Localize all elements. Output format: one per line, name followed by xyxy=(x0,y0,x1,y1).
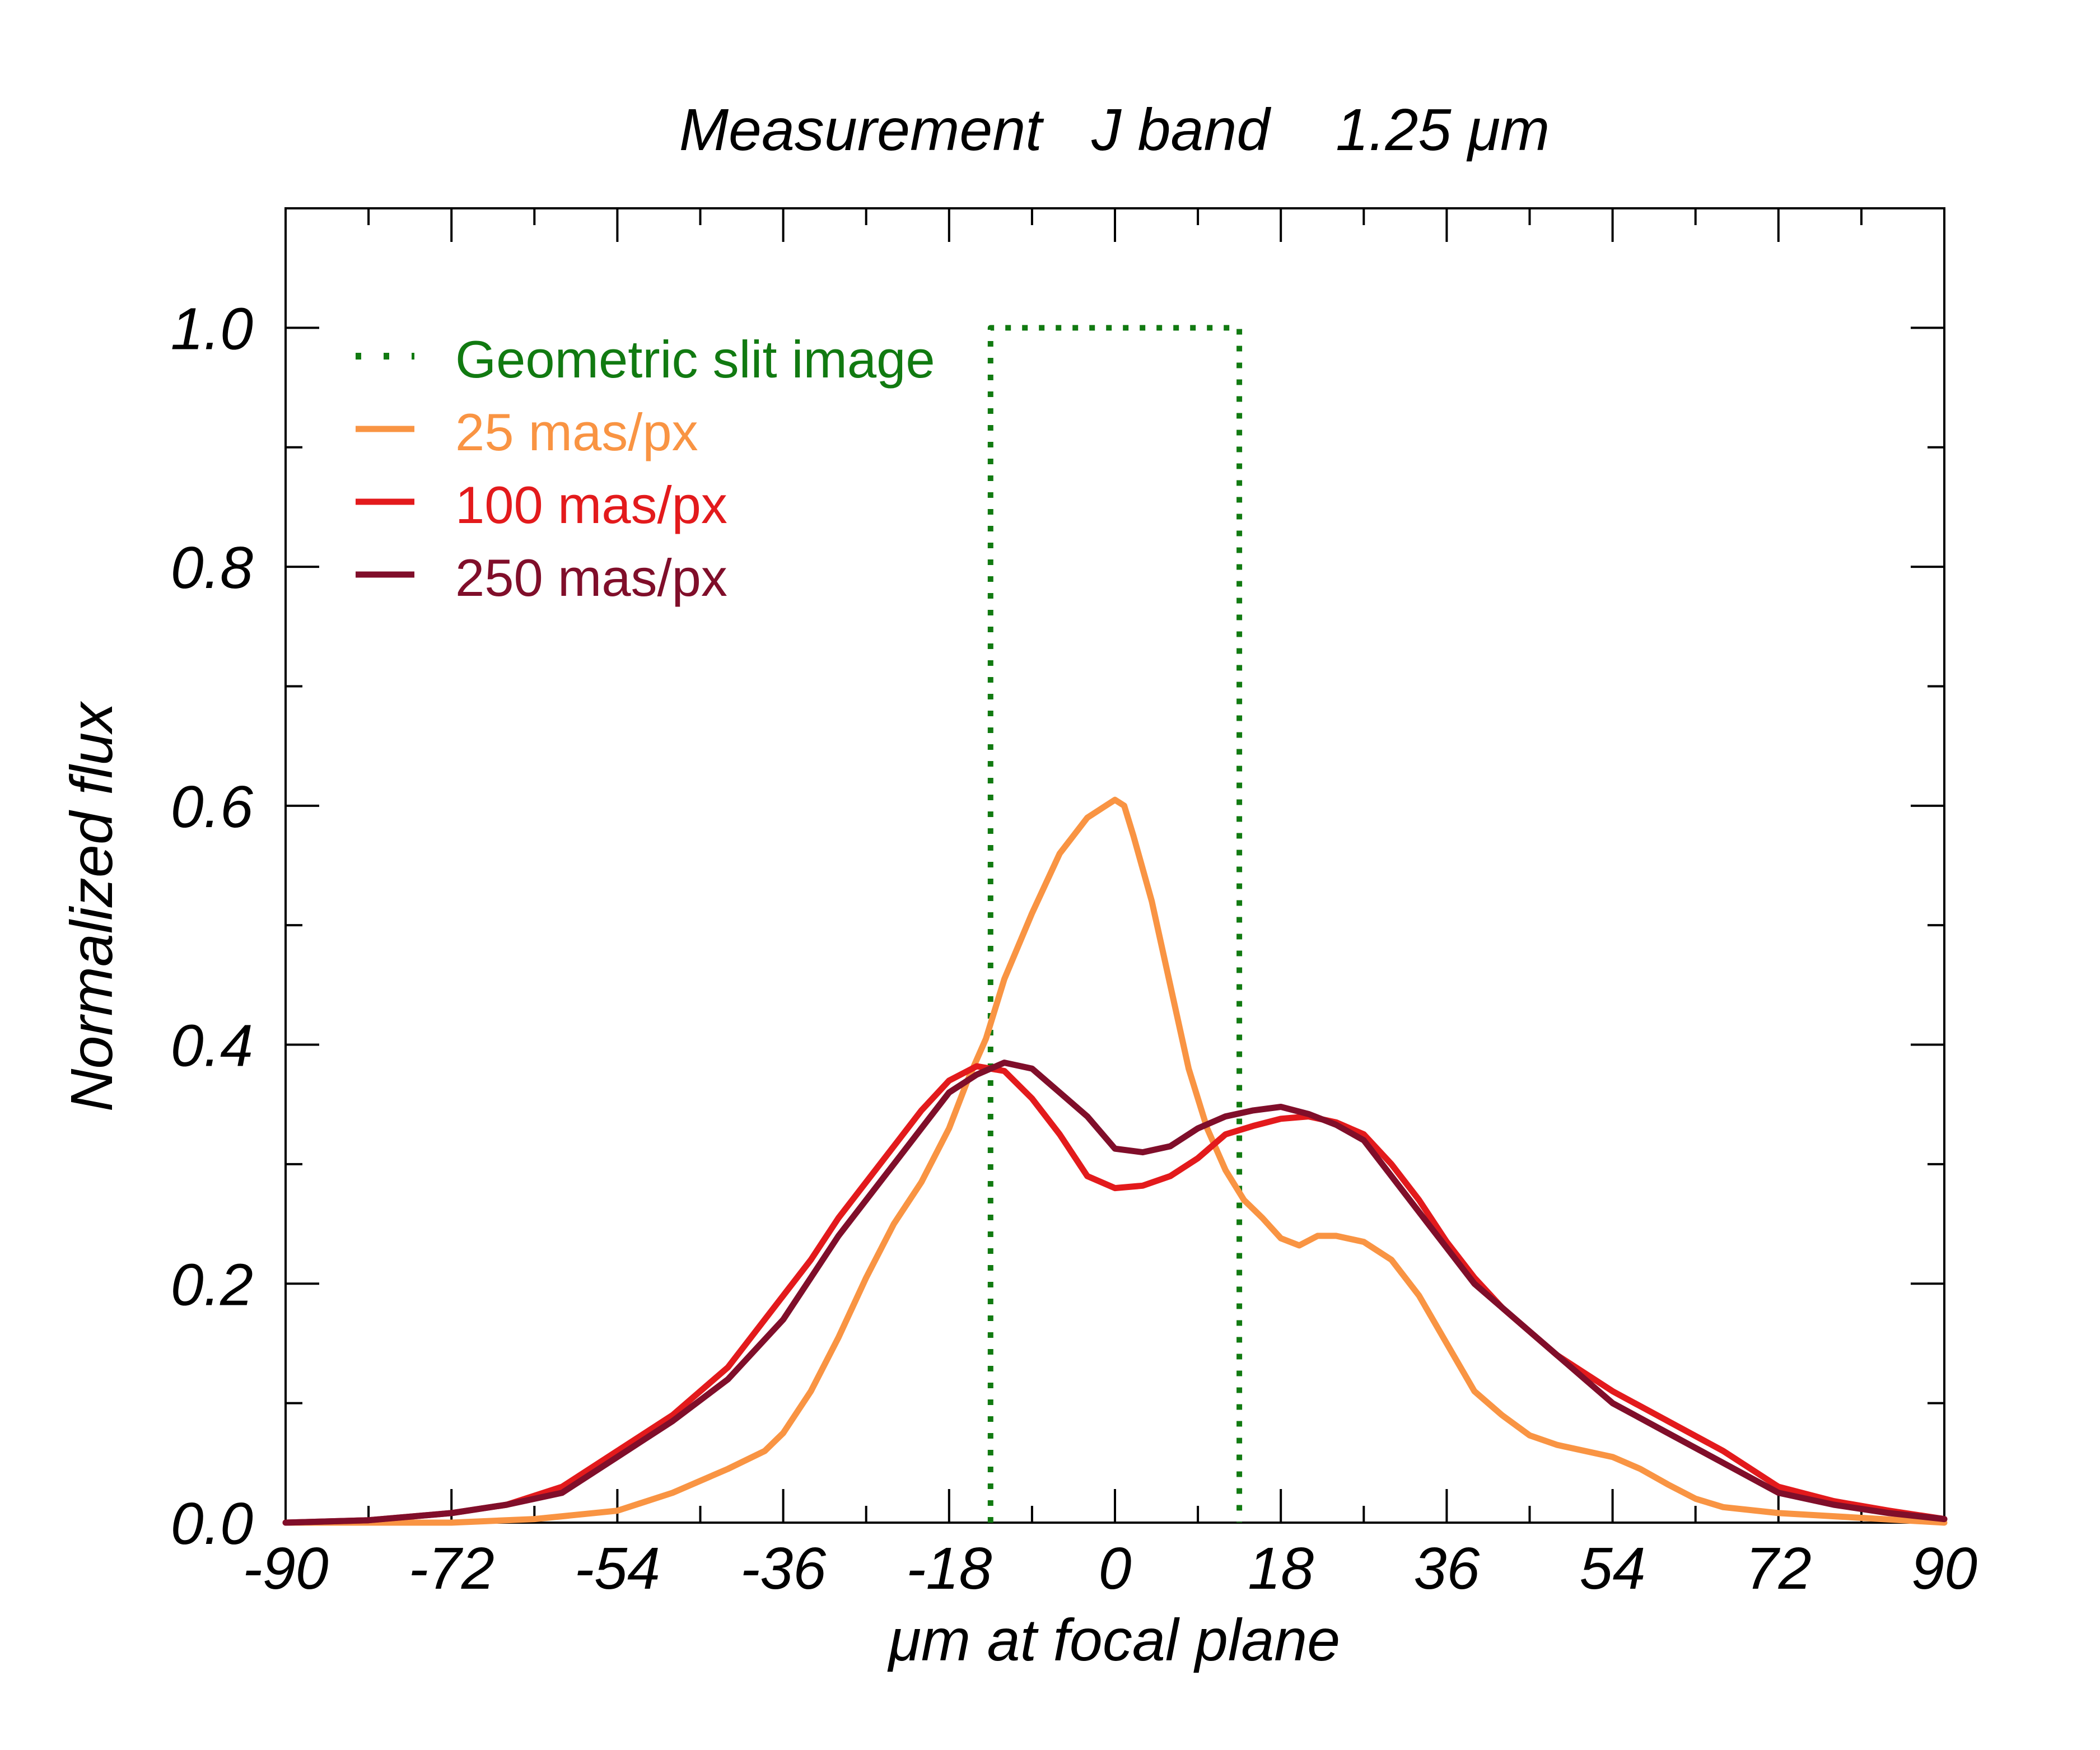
x-tick-label: -72 xyxy=(409,1536,494,1602)
y-tick-label: 0.4 xyxy=(171,1013,253,1079)
x-tick-label: 0 xyxy=(1099,1536,1132,1602)
y-tick-label: 0.8 xyxy=(171,535,253,601)
x-tick-label: 72 xyxy=(1746,1536,1812,1602)
y-tick-label: 1.0 xyxy=(171,296,253,362)
legend-label-2: 100 mas/px xyxy=(455,475,727,534)
x-tick-label: -90 xyxy=(242,1536,328,1602)
y-tick-label: 0.2 xyxy=(171,1252,253,1318)
legend-label-3: 250 mas/px xyxy=(455,548,727,607)
series-line-1 xyxy=(282,796,1948,1526)
x-tick-label: 54 xyxy=(1580,1536,1646,1602)
tick-labels: -90 -72 -54 -36 -18 0 18 36 54 72 90 0.0 0.2 0.4 0.6 0.… xyxy=(171,296,1977,1602)
legend-label-0: Geometric slit image xyxy=(455,330,935,389)
x-axis-label: μm at focal plane xyxy=(887,1607,1340,1673)
y-tick-label: 0.0 xyxy=(171,1491,253,1557)
x-tick-label: -54 xyxy=(575,1536,660,1602)
chart-title: Measurement J band 1.25 μm xyxy=(679,97,1550,163)
y-tick-label: 0.6 xyxy=(171,774,253,840)
x-tick-label: 18 xyxy=(1248,1536,1314,1602)
x-tick-label: -18 xyxy=(906,1536,992,1602)
y-axis-label: Normalized flux xyxy=(59,701,125,1112)
x-tick-label: -36 xyxy=(740,1536,826,1602)
series-line-3 xyxy=(282,1060,1948,1526)
legend: Geometric slit image 25 mas/px 100 mas/px 2… xyxy=(356,330,935,607)
x-tick-label: 90 xyxy=(1911,1536,1977,1602)
series-layer xyxy=(282,325,1948,1526)
legend-label-1: 25 mas/px xyxy=(455,403,698,461)
x-tick-label: 36 xyxy=(1413,1536,1480,1602)
